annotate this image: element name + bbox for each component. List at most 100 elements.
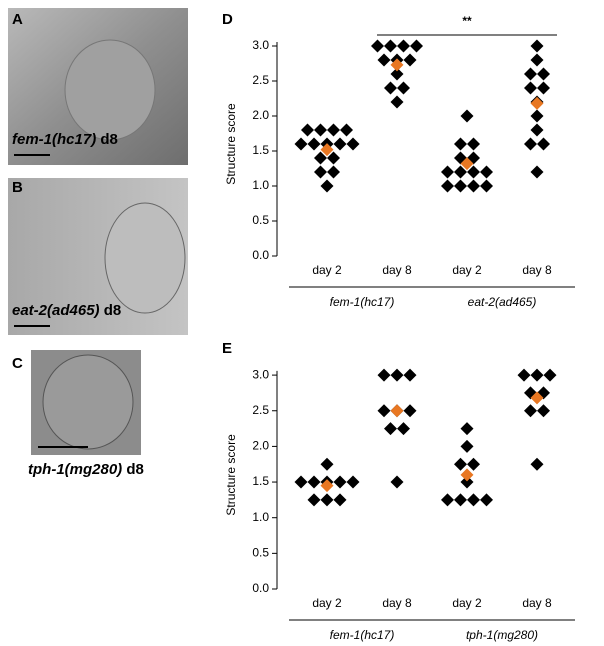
data-point xyxy=(384,39,397,53)
x-tick-label: day 8 xyxy=(382,263,412,277)
group-label: fem-1(hc17) xyxy=(330,295,395,309)
data-point xyxy=(530,53,544,67)
data-point xyxy=(333,475,347,489)
y-tick-label: 0.5 xyxy=(252,213,269,227)
panel-letter: D xyxy=(222,11,233,28)
data-point xyxy=(530,109,544,123)
mean-point xyxy=(390,58,404,72)
data-point xyxy=(460,109,474,123)
data-point xyxy=(320,493,334,507)
data-point xyxy=(530,165,544,179)
y-tick-label: 1.0 xyxy=(252,510,269,524)
y-tick-label: 2.0 xyxy=(252,439,269,453)
data-point xyxy=(467,493,480,507)
data-point xyxy=(403,53,417,67)
data-point xyxy=(377,53,391,67)
pharynx xyxy=(64,39,156,141)
data-point xyxy=(314,165,327,179)
data-point xyxy=(467,165,480,179)
mean-point xyxy=(530,96,544,110)
data-point xyxy=(327,165,340,179)
data-point xyxy=(454,179,467,193)
mean-point xyxy=(460,468,474,482)
data-point xyxy=(403,404,417,418)
data-point xyxy=(294,137,308,151)
caption: tph-1(mg280) d8 xyxy=(28,461,144,478)
significance: ** xyxy=(462,14,472,28)
strain: eat-2(ad465) xyxy=(12,302,100,319)
y-tick-label: 2.0 xyxy=(252,108,269,122)
data-point xyxy=(397,422,410,436)
data-point xyxy=(346,475,360,489)
x-tick-label: day 2 xyxy=(452,263,482,277)
data-point xyxy=(517,368,531,382)
data-point xyxy=(397,81,410,95)
data-point xyxy=(403,368,417,382)
data-point xyxy=(307,493,321,507)
y-tick-label: 2.5 xyxy=(252,73,269,87)
strain: fem-1(hc17) xyxy=(12,131,96,148)
data-point xyxy=(327,151,340,165)
caption: eat-2(ad465) d8 xyxy=(12,302,121,319)
mean-point xyxy=(530,391,544,405)
data-point xyxy=(524,81,537,95)
data-point xyxy=(460,422,474,436)
group-label: eat-2(ad465) xyxy=(468,295,537,309)
data-point xyxy=(307,137,321,151)
data-point xyxy=(384,81,397,95)
y-tick-label: 3.0 xyxy=(252,367,269,381)
data-point xyxy=(480,493,493,507)
data-point xyxy=(320,179,334,193)
x-tick-label: day 8 xyxy=(522,263,552,277)
panel-letter: E xyxy=(222,340,232,357)
data-point xyxy=(333,137,347,151)
y-tick-label: 1.5 xyxy=(252,474,269,488)
data-point xyxy=(441,165,454,179)
strain: tph-1(mg280) xyxy=(28,461,122,478)
y-axis-label: Structure score xyxy=(224,434,238,516)
y-tick-label: 0.0 xyxy=(252,248,269,262)
data-point xyxy=(530,39,544,53)
data-point xyxy=(454,165,467,179)
data-point xyxy=(530,123,544,137)
mean-point xyxy=(320,143,334,157)
data-point xyxy=(467,179,480,193)
data-point xyxy=(524,404,537,418)
data-point xyxy=(537,81,550,95)
y-axis-label: Structure score xyxy=(224,103,238,185)
group-label: tph-1(mg280) xyxy=(466,628,538,642)
data-point xyxy=(333,493,347,507)
y-tick-label: 0.5 xyxy=(252,546,269,560)
y-tick-label: 2.5 xyxy=(252,403,269,417)
data-point xyxy=(480,165,493,179)
data-point xyxy=(390,475,404,489)
y-tick-label: 1.0 xyxy=(252,178,269,192)
caption: fem-1(hc17) d8 xyxy=(12,131,118,148)
x-tick-label: day 8 xyxy=(522,596,552,610)
x-tick-label: day 2 xyxy=(452,596,482,610)
data-point xyxy=(460,475,474,489)
y-tick-label: 0.0 xyxy=(252,581,269,595)
data-point xyxy=(537,404,550,418)
panel-letter: A xyxy=(12,11,23,28)
x-tick-label: day 2 xyxy=(312,263,342,277)
data-point xyxy=(537,67,550,81)
day: d8 xyxy=(100,131,118,148)
data-point xyxy=(480,179,493,193)
x-tick-label: day 2 xyxy=(312,596,342,610)
day: d8 xyxy=(126,461,144,478)
data-point xyxy=(294,475,308,489)
data-point xyxy=(390,67,404,81)
data-point xyxy=(384,422,397,436)
data-point xyxy=(454,137,467,151)
group-label: fem-1(hc17) xyxy=(330,628,395,642)
day: d8 xyxy=(104,302,122,319)
data-point xyxy=(307,475,321,489)
pharynx xyxy=(104,202,186,314)
data-point xyxy=(346,137,360,151)
data-point xyxy=(530,457,544,471)
data-point xyxy=(524,67,537,81)
data-point xyxy=(467,457,480,471)
data-point xyxy=(377,404,391,418)
